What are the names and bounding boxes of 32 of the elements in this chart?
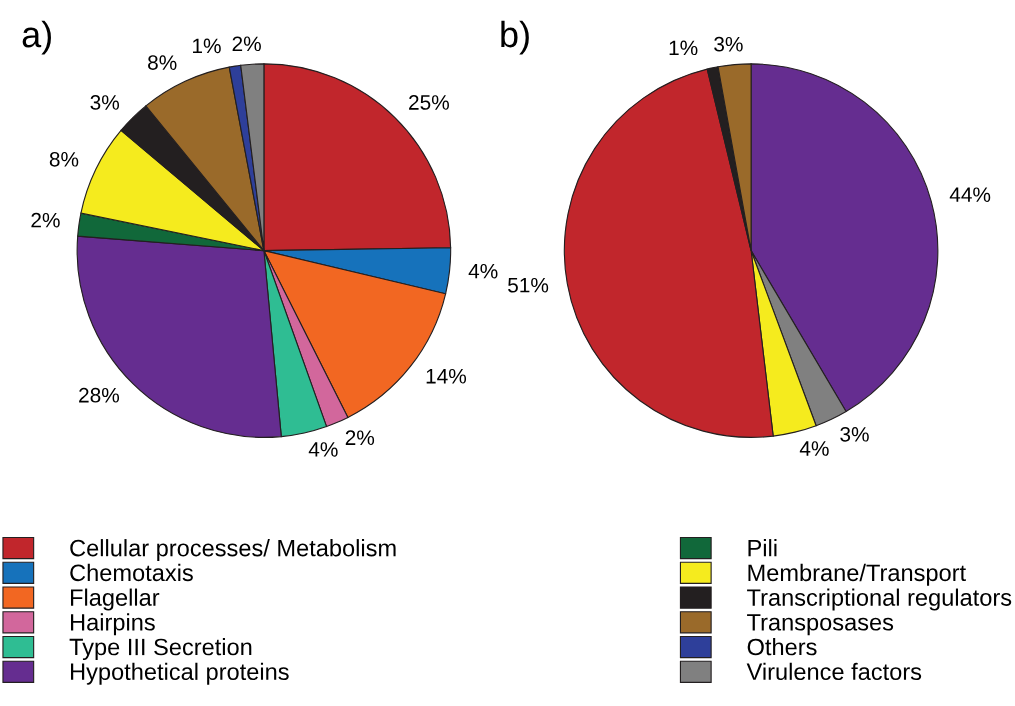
data-label: 2% bbox=[345, 430, 375, 446]
data-label: 8% bbox=[148, 55, 177, 70]
data-label: 3% bbox=[714, 36, 743, 52]
legend-label: Hairpins bbox=[71, 613, 155, 636]
data-label: 28% bbox=[79, 387, 120, 403]
data-label: 2% bbox=[232, 36, 261, 52]
legend-label: Virulence factors bbox=[746, 662, 922, 681]
legend-label: Flagellar bbox=[71, 588, 160, 611]
legend-label: Transposases bbox=[747, 614, 894, 636]
chart-title: a) bbox=[22, 20, 51, 55]
data-label: 4% bbox=[308, 442, 338, 457]
data-label: 4% bbox=[799, 441, 829, 456]
legend-label: Type III Secretion bbox=[69, 638, 252, 661]
legend-label: Chemotaxis bbox=[70, 563, 193, 582]
data-label: 8% bbox=[49, 151, 79, 167]
data-label: 2% bbox=[31, 212, 60, 228]
data-label: 3% bbox=[90, 95, 120, 110]
data-label: 25% bbox=[409, 95, 449, 110]
data-label: 44% bbox=[949, 187, 991, 202]
legend-label: Membrane/Transport bbox=[748, 563, 966, 586]
legend-label: Pili bbox=[748, 539, 777, 557]
legend-label: Others bbox=[747, 638, 817, 656]
data-label: 4% bbox=[468, 263, 498, 279]
data-label: 51% bbox=[508, 277, 549, 293]
data-label: 3% bbox=[840, 426, 869, 442]
data-label: 14% bbox=[426, 368, 467, 384]
legend-label: Transcriptional regulators bbox=[747, 588, 1012, 611]
legend-label: Cellular processes/ Metabolism bbox=[70, 539, 396, 562]
data-label: 1% bbox=[669, 40, 698, 56]
chart-title: b) bbox=[501, 20, 529, 55]
data-label: 1% bbox=[193, 38, 221, 54]
legend-label: Hypothetical proteins bbox=[71, 662, 289, 685]
